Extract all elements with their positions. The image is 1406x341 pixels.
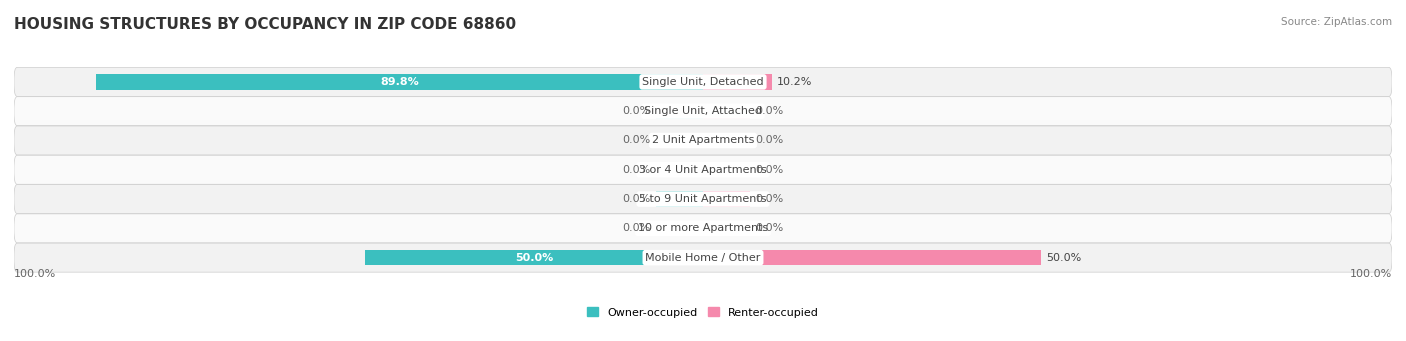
Text: Mobile Home / Other: Mobile Home / Other [645, 253, 761, 263]
Text: 100.0%: 100.0% [14, 269, 56, 279]
Bar [703, 133, 751, 148]
Text: 0.0%: 0.0% [621, 194, 651, 204]
Bar [655, 133, 703, 148]
Text: 5 to 9 Unit Apartments: 5 to 9 Unit Apartments [640, 194, 766, 204]
Text: 0.0%: 0.0% [621, 106, 651, 116]
Bar [703, 162, 751, 177]
Bar [703, 74, 772, 89]
Text: 0.0%: 0.0% [755, 106, 785, 116]
Text: 0.0%: 0.0% [621, 135, 651, 146]
Bar [703, 221, 751, 236]
Bar [655, 191, 703, 207]
FancyBboxPatch shape [14, 97, 1392, 126]
FancyBboxPatch shape [14, 68, 1392, 97]
Text: 3 or 4 Unit Apartments: 3 or 4 Unit Apartments [640, 165, 766, 175]
Bar [703, 191, 751, 207]
Text: Single Unit, Detached: Single Unit, Detached [643, 77, 763, 87]
Bar [366, 250, 703, 265]
Text: 2 Unit Apartments: 2 Unit Apartments [652, 135, 754, 146]
Bar [97, 74, 703, 89]
Bar [703, 104, 751, 119]
Text: 100.0%: 100.0% [1350, 269, 1392, 279]
Bar [655, 104, 703, 119]
FancyBboxPatch shape [14, 243, 1392, 272]
Text: 0.0%: 0.0% [755, 194, 785, 204]
Text: 50.0%: 50.0% [515, 253, 554, 263]
Text: 10.2%: 10.2% [778, 77, 813, 87]
Text: HOUSING STRUCTURES BY OCCUPANCY IN ZIP CODE 68860: HOUSING STRUCTURES BY OCCUPANCY IN ZIP C… [14, 17, 516, 32]
Text: 89.8%: 89.8% [381, 77, 419, 87]
FancyBboxPatch shape [14, 155, 1392, 184]
FancyBboxPatch shape [14, 126, 1392, 155]
Text: 10 or more Apartments: 10 or more Apartments [638, 223, 768, 233]
Text: Source: ZipAtlas.com: Source: ZipAtlas.com [1281, 17, 1392, 27]
Text: 0.0%: 0.0% [621, 165, 651, 175]
Text: 50.0%: 50.0% [1046, 253, 1081, 263]
Text: 0.0%: 0.0% [755, 135, 785, 146]
FancyBboxPatch shape [14, 214, 1392, 243]
Text: Single Unit, Attached: Single Unit, Attached [644, 106, 762, 116]
Bar [655, 162, 703, 177]
Text: 0.0%: 0.0% [755, 165, 785, 175]
FancyBboxPatch shape [14, 184, 1392, 213]
Text: 0.0%: 0.0% [621, 223, 651, 233]
Legend: Owner-occupied, Renter-occupied: Owner-occupied, Renter-occupied [582, 303, 824, 322]
Bar [703, 250, 1040, 265]
Bar [655, 221, 703, 236]
Text: 0.0%: 0.0% [755, 223, 785, 233]
